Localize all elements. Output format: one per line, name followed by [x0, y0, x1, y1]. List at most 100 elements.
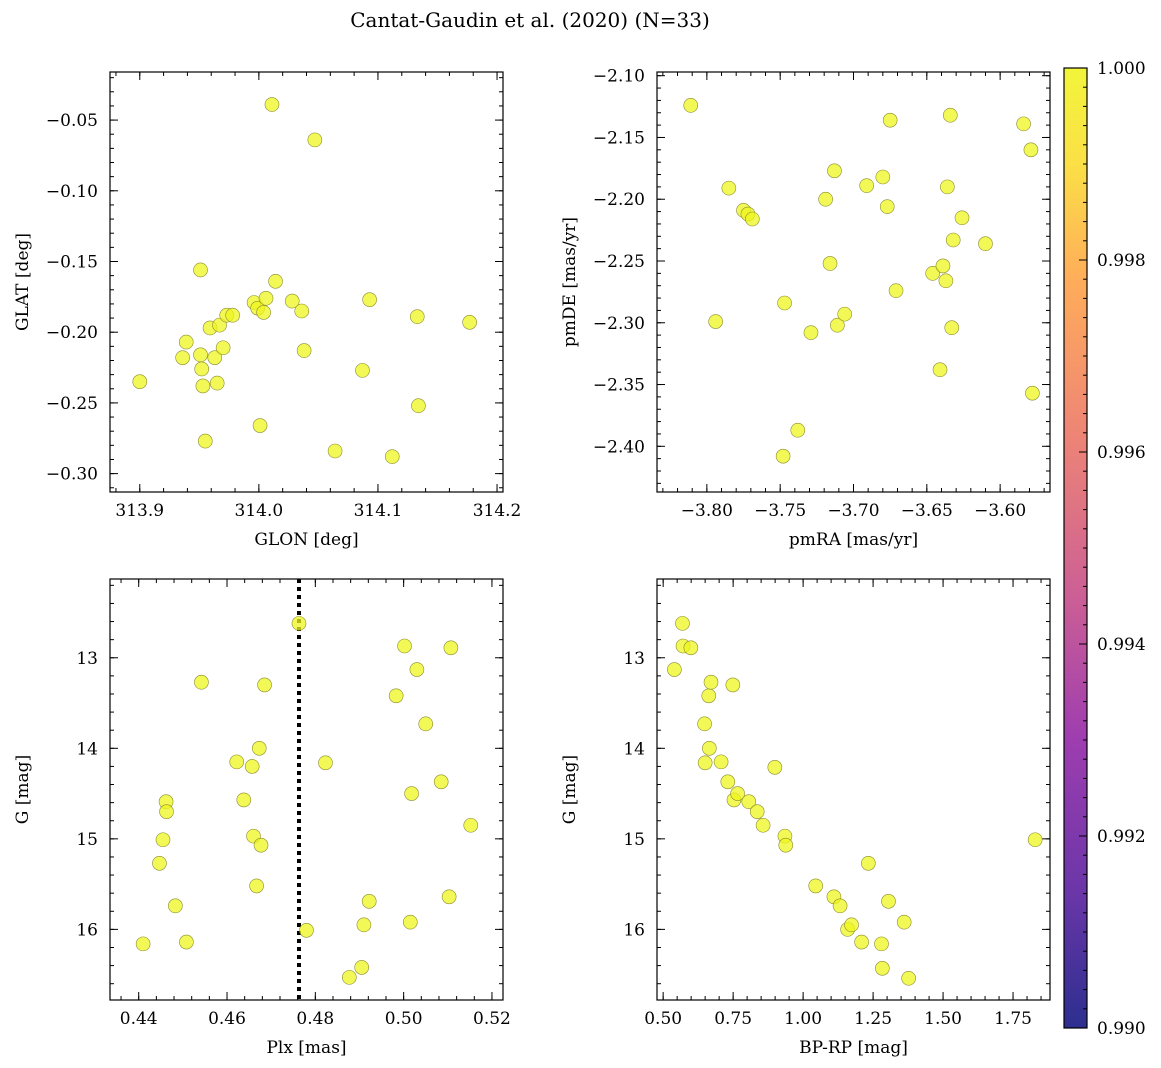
data-point [875, 961, 890, 976]
colorbar-tick-label: 0.996 [1097, 443, 1146, 463]
data-point [152, 855, 167, 871]
data-point [441, 889, 457, 905]
data-point [327, 443, 343, 459]
data-point [229, 754, 245, 770]
data-point [362, 292, 377, 307]
data-point [808, 878, 824, 894]
y-tick-label: −0.15 [46, 252, 98, 272]
data-point [402, 914, 418, 930]
data-point [683, 640, 699, 656]
data-point [388, 688, 404, 704]
y-tick-label: 14 [623, 739, 645, 759]
data-point [225, 307, 240, 323]
data-point [901, 970, 916, 986]
x-tick-label: 1.50 [924, 1009, 962, 1029]
data-point [257, 677, 272, 693]
x-tick-label: 0.46 [208, 1009, 246, 1029]
data-point [384, 449, 400, 464]
data-point [945, 232, 961, 248]
figure-title: Cantat-Gaudin et al. (2020) (N=33) [350, 8, 710, 32]
data-point [721, 180, 737, 196]
data-point [749, 804, 765, 819]
y-tick-label: −0.25 [46, 394, 98, 414]
data-point [194, 674, 209, 690]
data-point [212, 317, 227, 333]
x-tick-label: 0.50 [385, 1009, 423, 1029]
data-point [879, 199, 895, 214]
data-point [702, 741, 717, 756]
x-tick-label: 1.75 [994, 1009, 1032, 1029]
data-point [940, 179, 955, 195]
data-point [193, 262, 208, 278]
x-tick-label: 1.25 [854, 1009, 892, 1029]
data-point [859, 178, 874, 193]
data-point [411, 398, 426, 414]
data-point [397, 638, 412, 654]
data-point [318, 755, 333, 771]
data-point [767, 760, 783, 775]
data-point [874, 936, 889, 952]
y-tick-label: −0.30 [46, 465, 98, 485]
data-point [236, 792, 252, 808]
x-tick-label: 0.44 [120, 1009, 158, 1029]
x-tick-label: 313.9 [115, 501, 164, 521]
data-point [443, 640, 459, 656]
x-tick-label: −3.60 [974, 501, 1026, 521]
data-point [291, 616, 307, 631]
data-point [215, 340, 231, 356]
axes-frame [656, 71, 1051, 493]
data-point [942, 107, 958, 123]
panel-plx-g: 0.44 0.46 0.48 0.50 0.52 13 14 15 16 Plx [mas] G [… [13, 578, 511, 1058]
data-point [296, 343, 312, 358]
data-point [708, 314, 723, 329]
data-point [803, 325, 819, 340]
y-tick-label: −2.40 [593, 437, 645, 457]
data-point [1016, 116, 1031, 132]
data-point [178, 334, 194, 350]
data-point [745, 211, 760, 227]
data-point [361, 894, 377, 909]
x-tick-label: 314.1 [354, 501, 403, 521]
y-tick-label: 13 [76, 649, 98, 669]
data-point [197, 433, 213, 449]
data-point [249, 878, 264, 894]
data-point [683, 98, 699, 113]
data-point [730, 786, 745, 801]
data-point [978, 236, 993, 252]
x-tick-label: 0.48 [296, 1009, 334, 1029]
x-tick-label: −3.75 [754, 501, 806, 521]
data-point [667, 662, 682, 677]
y-axis-label: G [mag] [13, 755, 33, 824]
x-tick-label: −3.65 [901, 501, 953, 521]
data-point [294, 303, 310, 319]
y-tick-label: 16 [76, 920, 98, 940]
data-point [355, 363, 370, 378]
data-point [954, 210, 970, 226]
data-point [354, 960, 369, 975]
x-tick-label: 0.52 [473, 1009, 511, 1029]
data-point [409, 309, 425, 324]
data-point [881, 894, 896, 909]
y-tick-label: −2.30 [593, 314, 645, 334]
colorbar-tick-label: 0.998 [1097, 251, 1146, 271]
data-point [861, 855, 876, 871]
data-point [675, 616, 690, 631]
data-point [935, 258, 951, 274]
y-tick-label: −2.20 [593, 190, 645, 210]
axes-frame [109, 71, 504, 493]
data-point [777, 295, 792, 311]
data-point [307, 132, 323, 148]
data-point [896, 914, 912, 930]
y-tick-label: 14 [76, 739, 98, 759]
data-point [701, 688, 717, 704]
panel-pmra-pmde: −3.80 −3.75 −3.70 −3.65 −3.60 −2.40 −2.35 −2.30… [560, 67, 1051, 550]
data-point [938, 273, 954, 289]
x-axis-label: BP-RP [mag] [799, 1038, 908, 1058]
data-point [1023, 142, 1039, 158]
data-point [1027, 832, 1043, 848]
data-point [755, 817, 771, 833]
data-point [1025, 385, 1040, 401]
data-point [195, 378, 211, 394]
y-tick-label: 15 [623, 830, 645, 850]
